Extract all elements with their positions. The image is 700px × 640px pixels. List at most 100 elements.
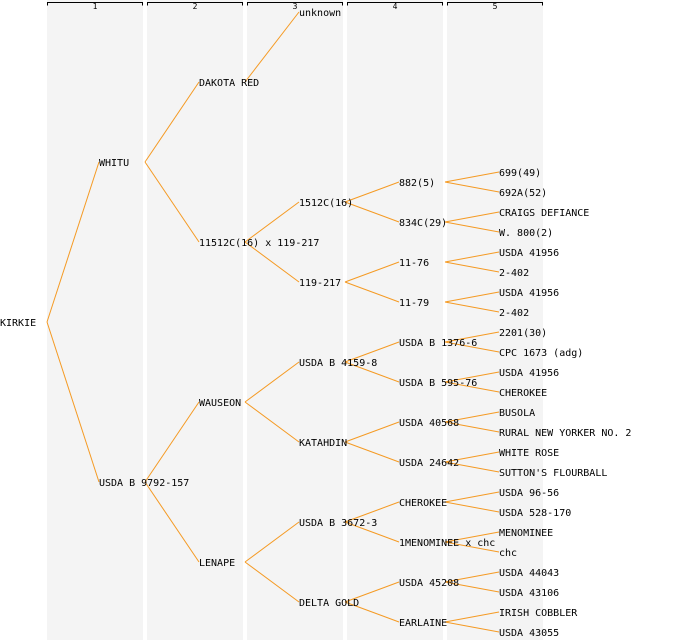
edge-tree-children-0-1	[144, 161, 200, 243]
edge-tree-children-1-children-1-children-1-children-0-0	[444, 571, 500, 583]
level-3-column	[247, 0, 343, 640]
edge-tree-children-1-children-1-0	[244, 521, 300, 563]
node-5-tree-children-0-children-1-children-1-children-0-children-0: USDA 41956	[499, 248, 559, 259]
edge-tree-children-1-children-0-children-1-0	[344, 421, 400, 443]
node-0-tree: KIRKIE	[0, 318, 36, 329]
level-3-header: 3	[293, 2, 298, 11]
edge-tree-children-1-children-1-children-0-children-0-0	[444, 491, 500, 503]
node-5-tree-children-1-children-0-children-0-children-1-children-0: USDA 41956	[499, 368, 559, 379]
node-5-tree-children-1-children-0-children-0-children-0-children-1: CPC 1673 (adg)	[499, 348, 583, 359]
edge-tree-children-0-children-1-children-1-children-1-0	[444, 291, 500, 303]
edge-tree-children-0-children-1-children-1-children-0-0	[444, 251, 500, 263]
edge-tree-1	[46, 321, 100, 483]
node-5-tree-children-1-children-0-children-1-children-1-children-0: WHITE ROSE	[499, 448, 559, 459]
edge-tree-children-0-children-1-children-1-0	[344, 261, 400, 283]
node-4-tree-children-0-children-1-children-1-children-1: 11-79	[399, 298, 429, 309]
level-5-bracket	[447, 2, 543, 6]
edge-tree-children-1-children-0-children-0-1	[344, 361, 400, 383]
node-3-tree-children-0-children-0-children-0: unknown	[299, 8, 341, 19]
edge-tree-children-0-children-1-children-0-children-1-0	[444, 211, 500, 223]
edge-tree-children-0-children-1-children-1-children-1-1	[444, 301, 500, 313]
tree-nodes: KIRKIE WHITU DAKOTA RED unknown 11512C(16) x…	[0, 8, 631, 639]
edge-tree-children-1-children-0-children-0-children-0-0	[444, 331, 500, 343]
node-5-tree-children-1-children-1-children-1-children-1-children-1: USDA 43055	[499, 628, 559, 639]
edge-tree-children-1-children-1-children-0-children-1-1	[444, 541, 500, 553]
edge-tree-children-1-children-1-children-1-children-1-1	[444, 621, 500, 633]
edge-tree-children-1-children-1-children-0-1	[344, 521, 400, 543]
edge-tree-children-0-children-1-children-0-children-1-1	[444, 221, 500, 233]
edge-tree-children-1-children-0-children-0-children-0-1	[444, 341, 500, 353]
level-2-bracket	[147, 2, 243, 6]
node-4-tree-children-1-children-1-children-0-children-0: CHEROKEE	[399, 498, 447, 509]
node-4-tree-children-1-children-0-children-1-children-0: USDA 40568	[399, 418, 459, 429]
node-5-tree-children-1-children-1-children-0-children-1-children-1: chc	[499, 548, 517, 559]
node-3-tree-children-0-children-1-children-0: 1512C(16)	[299, 198, 353, 209]
level-4-column	[347, 0, 443, 640]
edge-tree-0	[46, 161, 100, 323]
node-2-tree-children-1-children-1: LENAPE	[199, 558, 235, 569]
edge-tree-children-1-children-0-1	[244, 401, 300, 443]
node-1-tree-children-0: WHITU	[99, 158, 129, 169]
level-3-bracket	[247, 2, 343, 6]
edge-tree-children-0-children-1-children-1-1	[344, 281, 400, 303]
node-5-tree-children-0-children-1-children-0-children-0-children-1: 692A(52)	[499, 188, 547, 199]
node-4-tree-children-1-children-0-children-0-children-0: USDA B 1376-6	[399, 338, 477, 349]
edge-tree-children-1-children-1-1	[244, 561, 300, 603]
node-4-tree-children-1-children-1-children-0-children-1: 1MENOMINEE x chc	[399, 538, 495, 549]
edge-tree-children-1-children-0-0	[244, 361, 300, 403]
edge-tree-children-1-children-0-children-1-1	[344, 441, 400, 463]
node-2-tree-children-0-children-0: DAKOTA RED	[199, 78, 259, 89]
node-3-tree-children-1-children-1-children-1: DELTA GOLD	[299, 598, 359, 609]
edge-tree-children-1-children-0-children-1-children-1-0	[444, 451, 500, 463]
level-headers: 1 2 3 4 5	[47, 2, 543, 11]
node-3-tree-children-1-children-0-children-0: USDA B 4159-8	[299, 358, 377, 369]
level-4-bracket	[347, 2, 443, 6]
edge-tree-children-1-children-0-children-1-children-0-0	[444, 411, 500, 423]
edge-tree-children-1-children-0-children-1-children-1-1	[444, 461, 500, 473]
node-5-tree-children-0-children-1-children-1-children-1-children-0: USDA 41956	[499, 288, 559, 299]
node-2-tree-children-1-children-0: WAUSEON	[199, 398, 241, 409]
edge-tree-children-0-children-1-0	[244, 201, 300, 243]
node-5-tree-children-1-children-1-children-0-children-1-children-0: MENOMINEE	[499, 528, 553, 539]
tree-edges	[46, 11, 500, 633]
level-4-header: 4	[393, 2, 398, 11]
node-4-tree-children-1-children-1-children-1-children-1: EARLAINE	[399, 618, 447, 629]
node-5-tree-children-1-children-0-children-1-children-0-children-0: BUSOLA	[499, 408, 535, 419]
edge-tree-children-0-children-1-1	[244, 241, 300, 283]
node-5-tree-children-1-children-0-children-0-children-1-children-1: CHEROKEE	[499, 388, 547, 399]
level-columns	[47, 0, 543, 640]
node-3-tree-children-1-children-0-children-1: KATAHDIN	[299, 438, 347, 449]
edge-tree-children-1-0	[144, 401, 200, 483]
edge-tree-children-1-children-0-children-0-children-1-1	[444, 381, 500, 393]
edge-tree-children-1-children-1-children-1-0	[344, 581, 400, 603]
level-1-bracket	[47, 2, 143, 6]
level-1-column	[47, 0, 143, 640]
edge-tree-children-0-children-1-children-0-1	[344, 201, 400, 223]
edge-tree-children-1-1	[144, 481, 200, 563]
edge-tree-children-0-children-1-children-0-children-0-1	[444, 181, 500, 193]
edge-tree-children-1-children-0-children-0-0	[344, 341, 400, 363]
node-3-tree-children-0-children-1-children-1: 119-217	[299, 278, 341, 289]
level-1-header: 1	[93, 2, 98, 11]
edge-tree-children-1-children-1-children-0-0	[344, 501, 400, 523]
edge-tree-children-0-children-1-children-0-0	[344, 181, 400, 203]
edge-tree-children-1-children-1-children-0-children-0-1	[444, 501, 500, 513]
node-5-tree-children-1-children-1-children-0-children-0-children-1: USDA 528-170	[499, 508, 571, 519]
edge-tree-children-1-children-1-children-0-children-1-0	[444, 531, 500, 543]
node-5-tree-children-0-children-1-children-0-children-1-children-0: CRAIGS DEFIANCE	[499, 208, 589, 219]
edge-tree-children-1-children-1-children-1-children-0-1	[444, 581, 500, 593]
node-4-tree-children-0-children-1-children-0-children-1: 834C(29)	[399, 218, 447, 229]
level-2-column	[147, 0, 243, 640]
level-5-header: 5	[493, 2, 498, 11]
node-5-tree-children-1-children-0-children-1-children-0-children-1: RURAL NEW YORKER NO. 2	[499, 428, 631, 439]
edge-tree-children-1-children-1-children-1-1	[344, 601, 400, 623]
edge-tree-children-1-children-0-children-1-children-0-1	[444, 421, 500, 433]
node-4-tree-children-1-children-1-children-1-children-0: USDA 45208	[399, 578, 459, 589]
edge-tree-children-0-children-1-children-1-children-0-1	[444, 261, 500, 273]
node-5-tree-children-0-children-1-children-0-children-1-children-1: W. 800(2)	[499, 228, 553, 239]
edge-tree-children-0-children-0-0	[244, 11, 300, 83]
edge-tree-children-1-children-1-children-1-children-1-0	[444, 611, 500, 623]
node-5-tree-children-1-children-1-children-1-children-1-children-0: IRISH COBBLER	[499, 608, 578, 619]
level-2-header: 2	[193, 2, 198, 11]
